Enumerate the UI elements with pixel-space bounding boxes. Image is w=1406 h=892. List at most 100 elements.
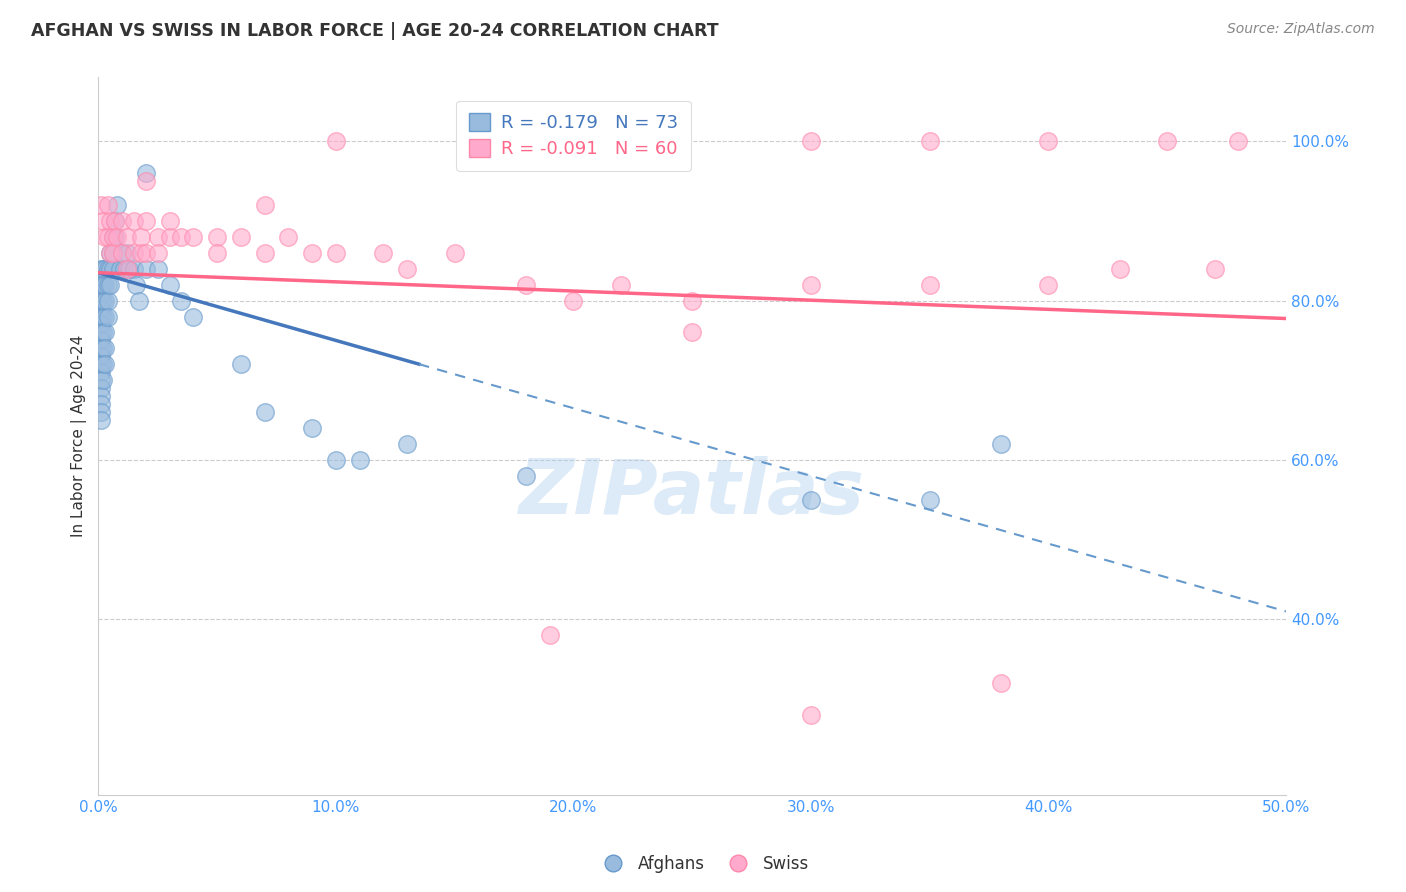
Point xyxy=(90,326,112,340)
Point xyxy=(91,277,114,292)
Point xyxy=(101,230,124,244)
Point xyxy=(135,166,157,180)
Point xyxy=(253,405,276,419)
Point xyxy=(800,277,823,292)
Point xyxy=(104,230,127,244)
Point xyxy=(205,230,228,244)
Point xyxy=(146,261,169,276)
Point xyxy=(135,214,157,228)
Point xyxy=(90,389,112,403)
Point xyxy=(325,245,347,260)
Point xyxy=(90,381,112,395)
Point xyxy=(990,437,1012,451)
Point xyxy=(135,261,157,276)
Point xyxy=(90,277,112,292)
Point xyxy=(229,357,252,371)
Point xyxy=(94,357,117,371)
Point xyxy=(515,277,537,292)
Point xyxy=(94,277,117,292)
Point xyxy=(253,245,276,260)
Point xyxy=(1227,134,1250,148)
Point xyxy=(349,453,371,467)
Y-axis label: In Labor Force | Age 20-24: In Labor Force | Age 20-24 xyxy=(72,334,87,537)
Point xyxy=(122,214,145,228)
Point xyxy=(111,245,134,260)
Point xyxy=(90,198,112,212)
Point xyxy=(800,708,823,723)
Point xyxy=(396,261,419,276)
Point xyxy=(94,230,117,244)
Point xyxy=(562,293,585,308)
Point xyxy=(800,134,823,148)
Point xyxy=(681,293,703,308)
Point xyxy=(98,261,121,276)
Text: ZIPatlas: ZIPatlas xyxy=(519,457,865,531)
Point xyxy=(1038,134,1060,148)
Point xyxy=(1204,261,1226,276)
Point xyxy=(562,134,585,148)
Point xyxy=(396,437,419,451)
Point xyxy=(94,310,117,324)
Point xyxy=(105,230,128,244)
Point xyxy=(90,405,112,419)
Point xyxy=(98,245,121,260)
Point xyxy=(90,261,112,276)
Point xyxy=(104,214,127,228)
Point xyxy=(97,293,120,308)
Point xyxy=(129,245,152,260)
Point xyxy=(90,357,112,371)
Point xyxy=(94,342,117,356)
Point xyxy=(159,214,181,228)
Point xyxy=(681,326,703,340)
Point xyxy=(108,261,131,276)
Point xyxy=(301,421,323,435)
Point xyxy=(101,261,124,276)
Point xyxy=(800,492,823,507)
Point xyxy=(114,261,136,276)
Point xyxy=(135,245,157,260)
Point xyxy=(183,230,205,244)
Point xyxy=(97,230,120,244)
Point xyxy=(515,469,537,483)
Point xyxy=(128,293,150,308)
Point xyxy=(170,293,193,308)
Point xyxy=(205,245,228,260)
Point xyxy=(118,261,141,276)
Point xyxy=(90,342,112,356)
Point xyxy=(94,261,117,276)
Point xyxy=(90,373,112,387)
Point xyxy=(170,230,193,244)
Point xyxy=(159,277,181,292)
Point xyxy=(90,350,112,364)
Point xyxy=(111,214,134,228)
Point xyxy=(101,230,124,244)
Point xyxy=(253,198,276,212)
Point xyxy=(115,230,138,244)
Point xyxy=(91,310,114,324)
Point xyxy=(301,245,323,260)
Point xyxy=(94,293,117,308)
Point xyxy=(91,214,114,228)
Point xyxy=(90,301,112,316)
Point xyxy=(135,174,157,188)
Legend: R = -0.179   N = 73, R = -0.091   N = 60: R = -0.179 N = 73, R = -0.091 N = 60 xyxy=(456,101,690,171)
Point xyxy=(610,277,633,292)
Point xyxy=(90,334,112,348)
Point xyxy=(90,365,112,379)
Point xyxy=(183,310,205,324)
Point xyxy=(122,261,145,276)
Point xyxy=(918,492,941,507)
Point xyxy=(125,277,148,292)
Point xyxy=(97,198,120,212)
Point xyxy=(159,230,181,244)
Point xyxy=(98,214,121,228)
Legend: Afghans, Swiss: Afghans, Swiss xyxy=(589,848,817,880)
Point xyxy=(1108,261,1130,276)
Point xyxy=(325,453,347,467)
Point xyxy=(325,134,347,148)
Point xyxy=(91,373,114,387)
Point xyxy=(443,245,465,260)
Point xyxy=(1038,277,1060,292)
Point xyxy=(90,413,112,427)
Point xyxy=(990,676,1012,690)
